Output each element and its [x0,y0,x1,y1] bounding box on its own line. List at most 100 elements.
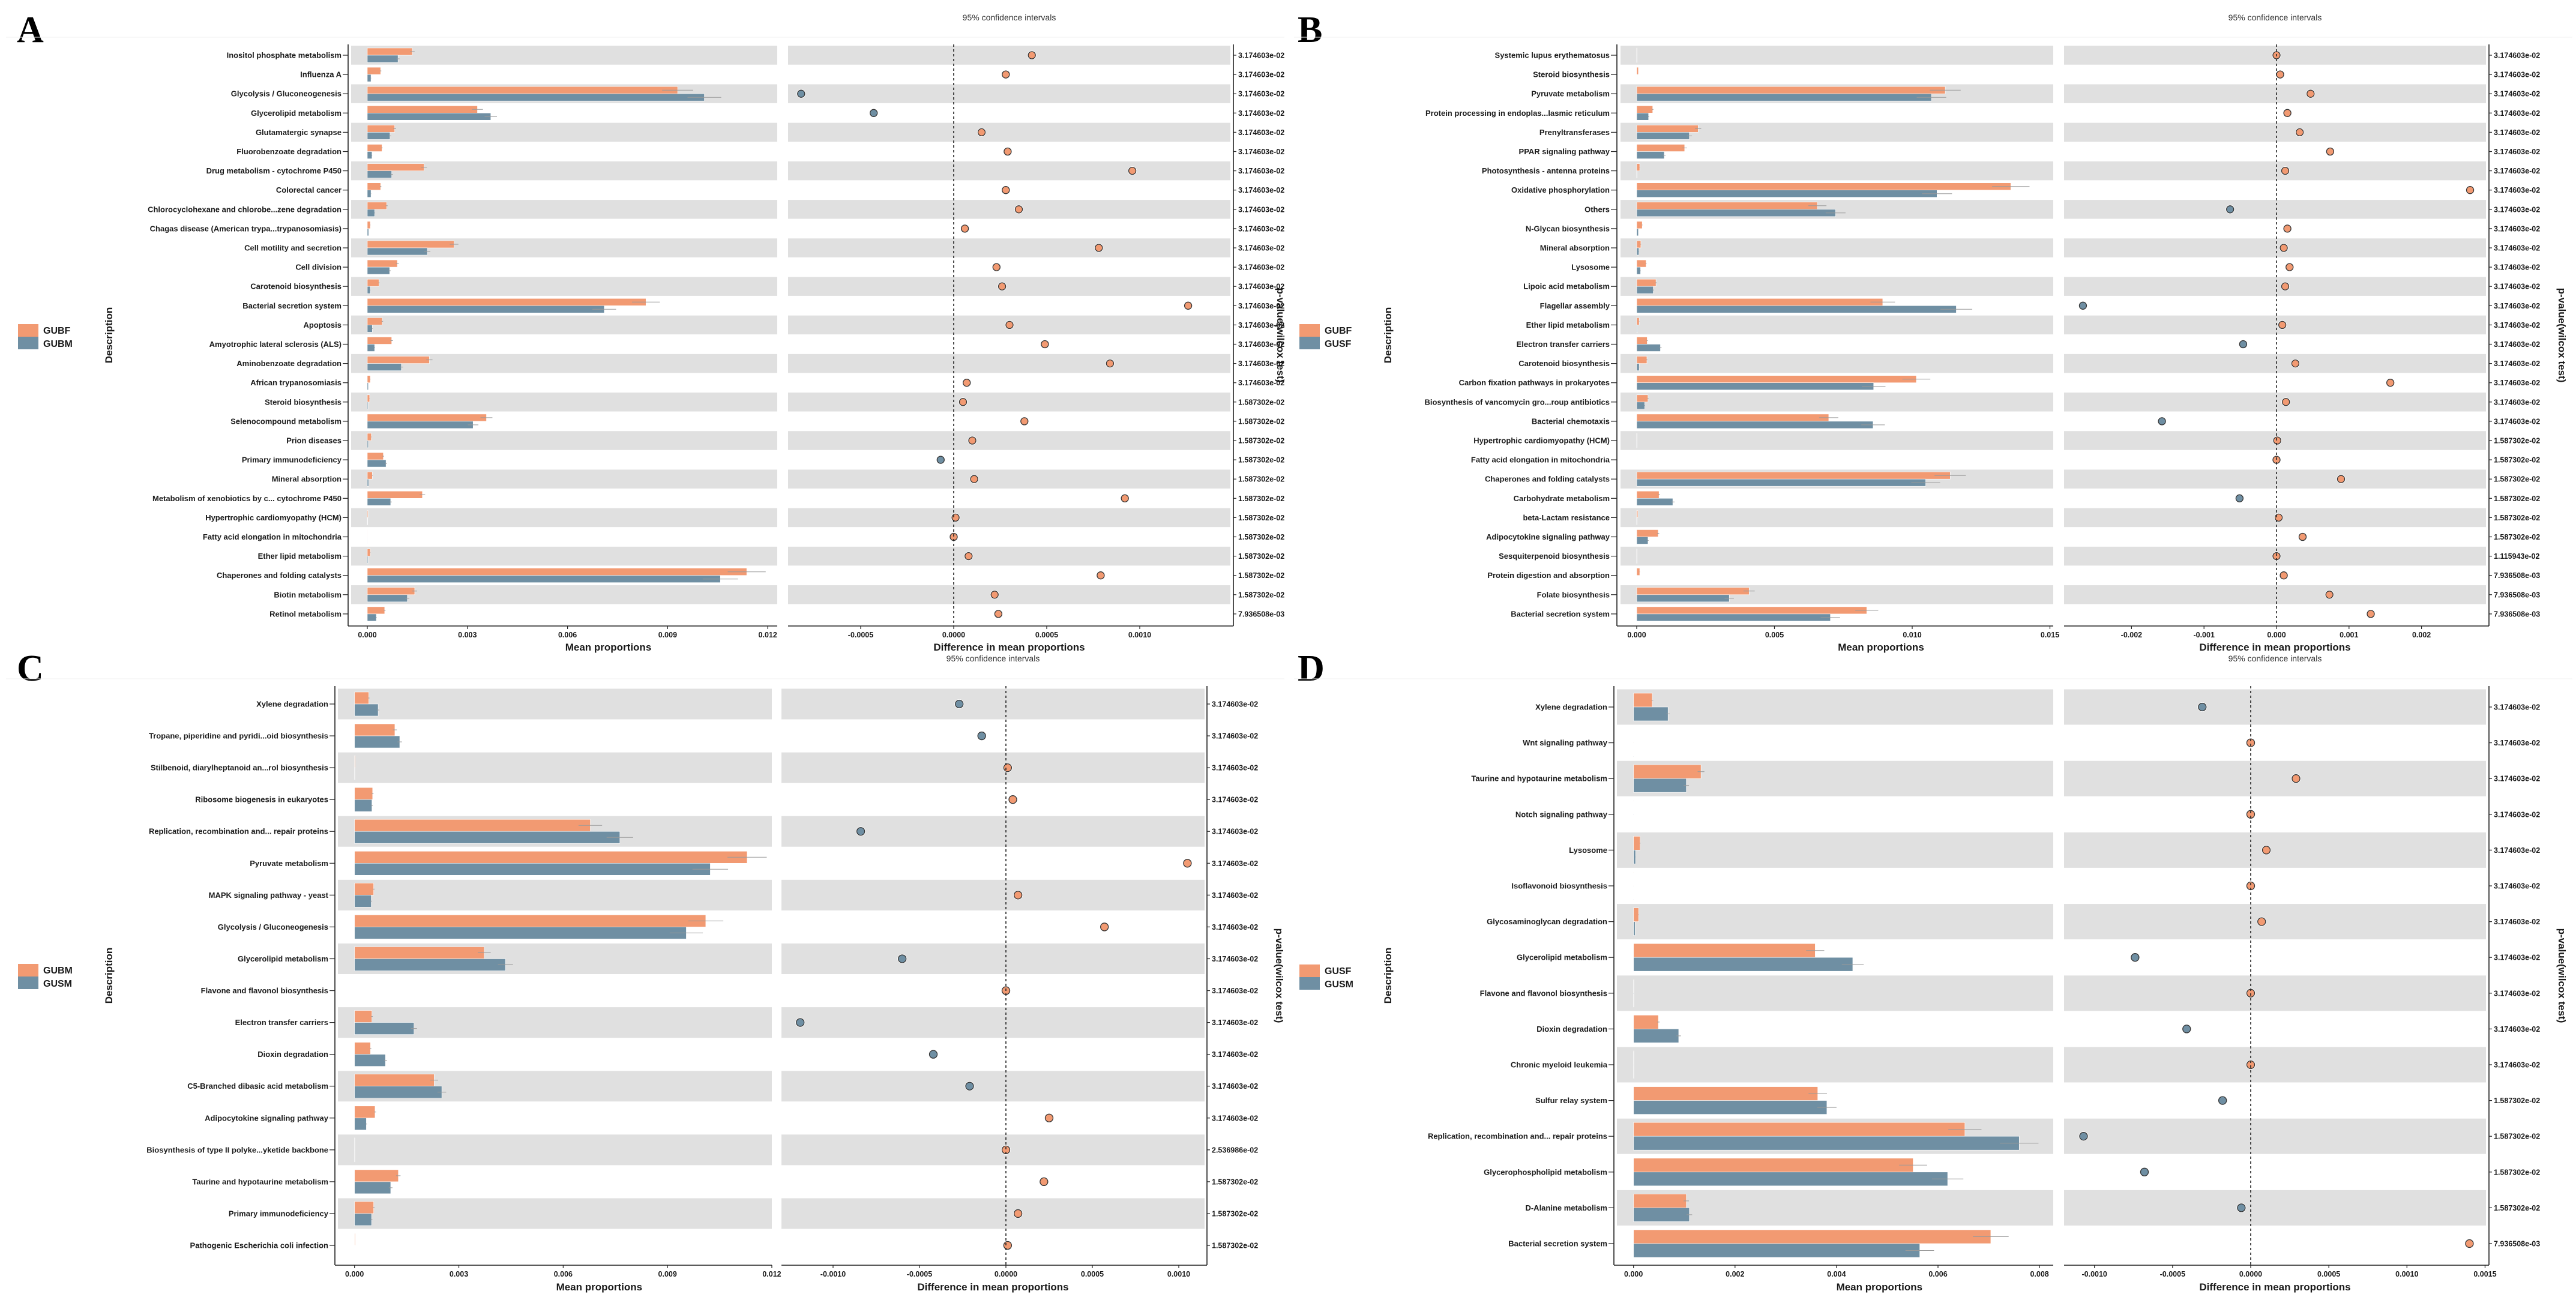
diff-point [2286,263,2294,271]
row-label: C5-Branched dibasic acid metabolism [187,1082,328,1091]
p-value: 3.174603e-02 [2494,775,2540,783]
row: Pyruvate metabolism 3.174603e-02 [1531,84,2540,103]
bar-group2 [367,421,474,429]
panel-letter: C [17,648,44,689]
row-label: Bacterial secretion system [1511,609,1610,618]
row-label: Bacterial secretion system [1508,1239,1607,1248]
row-band-diff [2064,315,2486,335]
bar-group2 [367,74,372,82]
panel-a: A 95% confidence intervals GUBF GUBM Descrip… [6,10,1286,653]
diff-point [992,263,1001,271]
row-band-diff [788,84,1230,103]
diff-point [960,224,969,233]
row: Folate biosynthesis 7.936508e-03 [1537,585,2540,604]
panel-letter: A [17,10,44,50]
row-label: Fatty acid elongation in mitochondria [1471,456,1610,465]
row-label: Flavone and flavonol biosynthesis [201,986,328,995]
p-value: 3.174603e-02 [2494,703,2540,712]
diff-point [955,699,964,709]
bar-x-axis-title: Mean proportions [556,1281,643,1293]
diff-point [964,552,973,561]
bar-group1 [354,1042,371,1055]
diff-point [1002,70,1010,79]
bar-group2 [354,735,400,748]
row: Influenza A 3.174603e-02 [300,67,1284,82]
row: Bacterial chemotaxis 3.174603e-02 [1532,414,2540,429]
bar-x-tick-label: 0.002 [1726,1270,1744,1278]
bar-group2 [1633,706,1669,721]
bar-group1 [1636,337,1648,345]
row: Colorectal cancer 3.174603e-02 [276,182,1284,198]
diff-point [2246,810,2256,819]
diff-x-tick-label: -0.0005 [848,631,873,639]
row: Taurine and hypotaurine metabolism 3.1746… [1471,760,2540,796]
bar-group1 [1636,67,1639,75]
p-value: 1.587302e-02 [1238,417,1284,426]
row-label: Carotenoid biosynthesis [1518,359,1610,368]
row: Metabolism of xenobiotics by c... cytoch… [152,490,1284,506]
p-value: 3.174603e-02 [2494,205,2540,214]
row-label: Taurine and hypotaurine metabolism [192,1177,328,1186]
bar-group1 [367,259,398,268]
row: Replication, recombination and... repair… [1428,1118,2540,1154]
diff-point [2291,359,2300,368]
bar-group1 [354,723,396,736]
bar-group1 [1636,317,1640,325]
bar-x-tick-label: 0.009 [658,1270,677,1278]
row-band-diff [781,752,1205,783]
bar-group1 [354,819,591,832]
bar-group2 [367,344,375,352]
ci-title: 95% confidence intervals [946,654,1040,663]
bar-group2 [1636,228,1639,236]
row-band-diff [788,469,1230,489]
bar-group1 [354,691,369,705]
bar-group1 [367,298,646,306]
row: Fatty acid elongation in mitochondria 1.5… [1471,452,2540,468]
bar-group2 [1636,613,1831,622]
ci-title: 95% confidence intervals [2228,654,2322,663]
bar-group1 [367,549,371,556]
p-value: 1.587302e-02 [2494,1133,2540,1141]
bar-group2 [1633,1172,1948,1187]
row: MAPK signaling pathway - yeast 3.174603e-… [209,879,1258,910]
bar-group1 [367,125,395,133]
p-value: 3.174603e-02 [1238,263,1284,272]
bar-group2 [367,132,391,140]
diff-x-tick-label: 0.0015 [2473,1270,2496,1278]
row-band-bar [351,393,777,412]
row-label: Isoflavonoid biosynthesis [1511,882,1607,891]
row-label: Tropane, piperidine and pyridi...oid bio… [149,732,328,741]
diff-point [968,436,977,445]
p-value: 3.174603e-02 [1212,987,1258,995]
bar-x-tick-label: 0.010 [1903,631,1921,639]
row: Glycerolipid metabolism 3.174603e-02 [251,106,1284,121]
row-label: Ether lipid metabolism [258,552,342,561]
bar-group1 [367,394,370,403]
p-value: 3.174603e-02 [2494,1025,2540,1034]
row: Pyruvate metabolism 3.174603e-02 [250,851,1258,876]
p-value: 1.587302e-02 [1238,495,1284,503]
row: Bacterial secretion system 3.174603e-02 [242,298,1284,313]
bar-group1 [1636,298,1883,306]
row-label: Primary immunodeficiency [242,456,342,465]
diff-point [2283,109,2292,117]
bar-x-tick-label: 0.000 [345,1270,364,1278]
bar-group1 [1633,1229,1991,1244]
row-label: Glycerolipid metabolism [1517,953,1607,962]
p-value: 1.587302e-02 [2494,456,2540,465]
legend-swatch-group1 [1299,324,1320,337]
row-label: Mineral absorption [1540,244,1610,253]
diff-x-tick-label: 0.0000 [995,1270,1017,1278]
row-label: Fluorobenzoate degradation [236,147,342,156]
diff-x-tick-label: 0.0005 [1035,631,1058,639]
p-value: 1.587302e-02 [2494,1204,2540,1212]
legend-swatch-group1 [18,324,38,337]
p-value: 1.587302e-02 [1238,437,1284,445]
diff-point [2281,166,2290,175]
row: PPAR signaling pathway 3.174603e-02 [1519,144,2540,159]
row-band-bar [351,585,777,604]
bar-group2 [367,247,428,256]
diff-point [2198,702,2207,712]
row-label: Biosynthesis of vancomycin gro...roup an… [1425,397,1610,406]
bar-group1 [1633,1158,1913,1173]
